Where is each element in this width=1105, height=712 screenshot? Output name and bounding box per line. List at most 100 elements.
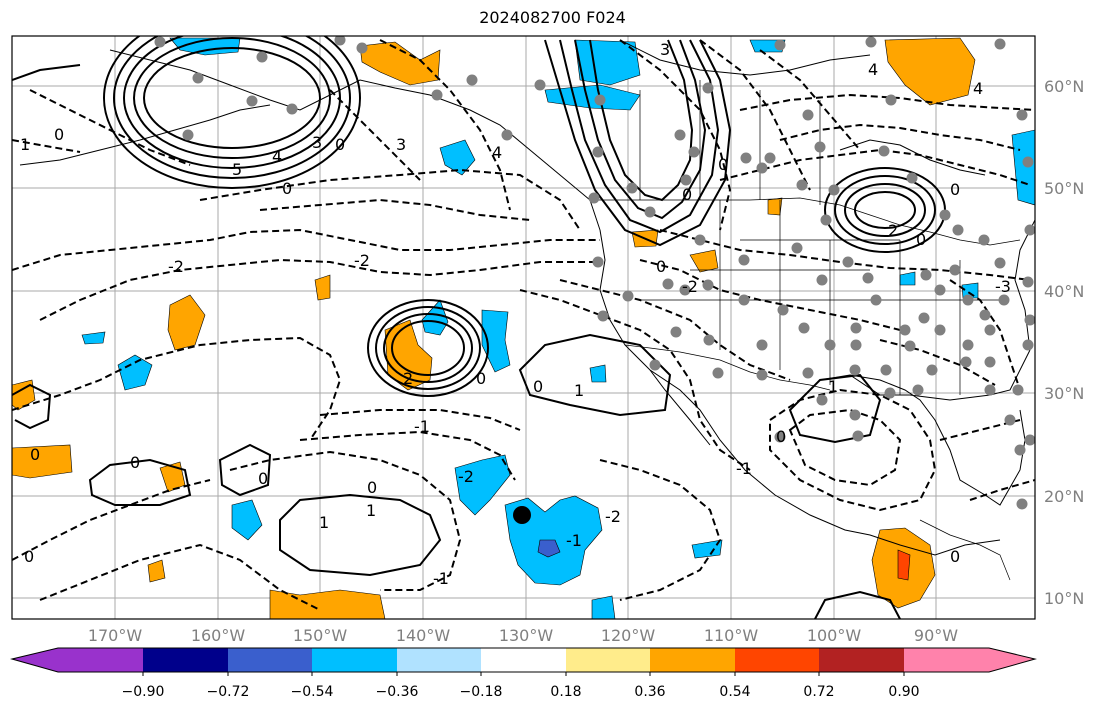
colorbar-segment bbox=[481, 648, 567, 672]
shade-negative-strong bbox=[537, 539, 561, 558]
shade-negative bbox=[81, 331, 106, 345]
shade-positive bbox=[159, 461, 186, 493]
central-america bbox=[919, 519, 1011, 581]
colorbar bbox=[10, 647, 1037, 676]
shade-positive bbox=[147, 559, 166, 583]
shade-negative bbox=[591, 595, 616, 619]
contour-label: 0 bbox=[30, 445, 40, 464]
contour-label: -1 bbox=[736, 459, 752, 478]
contour-label: 0 bbox=[682, 185, 692, 204]
colorbar-extend-high bbox=[989, 648, 1035, 672]
contour-labels: 5 4 3 0 -2 -2 2 0 0 1 -1 1 1 -1 0 0 0 0 … bbox=[20, 40, 1011, 588]
contour-label: -2 bbox=[354, 251, 370, 270]
dashed-contours bbox=[12, 39, 1035, 611]
contour-label: 0 bbox=[776, 427, 786, 446]
colorbar-segment bbox=[397, 648, 482, 672]
contour-label: 0 bbox=[258, 469, 268, 488]
contour-positive-1 bbox=[518, 333, 672, 417]
colorbar-segment bbox=[904, 648, 990, 672]
latitude-label: 20°N bbox=[1044, 487, 1085, 506]
colorbar-segment bbox=[819, 648, 905, 672]
colorbar-tick-label: 0.72 bbox=[803, 684, 835, 700]
colorbar-tick-label: −0.18 bbox=[459, 684, 503, 700]
contour-label: 2 bbox=[403, 369, 413, 388]
contour-label: 0 bbox=[950, 547, 960, 566]
contour-label: 2 bbox=[888, 221, 898, 240]
latitude-label: 50°N bbox=[1044, 179, 1085, 198]
contour-label: -2 bbox=[458, 467, 474, 486]
shade-negative bbox=[691, 539, 723, 559]
colorbar-tick-label: 0.54 bbox=[719, 684, 751, 700]
longitude-label: 130°W bbox=[498, 626, 554, 645]
contour-label: 3 bbox=[396, 135, 406, 154]
contour-label: 1 bbox=[574, 381, 584, 400]
longitude-label: 110°W bbox=[703, 626, 759, 645]
shade-negative bbox=[481, 309, 511, 373]
alaska-coast bbox=[109, 49, 601, 231]
shade-negative bbox=[117, 354, 153, 391]
shade-positive-strong bbox=[897, 549, 911, 581]
canada-north-coast bbox=[619, 39, 871, 76]
shade-negative bbox=[589, 364, 607, 383]
contour-label: 0 bbox=[476, 369, 486, 388]
low-closed-east bbox=[824, 167, 946, 253]
contour-label: 0 bbox=[335, 135, 345, 154]
colorbar-segment bbox=[228, 648, 313, 672]
longitude-label: 150°W bbox=[292, 626, 348, 645]
contour-label: -1 bbox=[566, 531, 582, 550]
colorbar-segment bbox=[566, 648, 651, 672]
shade-negative bbox=[899, 271, 916, 286]
contour-label: 4 bbox=[973, 79, 983, 98]
baja-california bbox=[649, 369, 711, 446]
contour-label: 3 bbox=[312, 133, 322, 152]
solid-contours bbox=[12, 36, 946, 619]
contour-label: 5 bbox=[232, 160, 242, 179]
contour-label: 1 bbox=[319, 513, 329, 532]
shade-negative bbox=[454, 454, 511, 516]
shade-positive bbox=[359, 41, 441, 86]
longitude-label: 90°W bbox=[913, 626, 959, 645]
contour-label: 0 bbox=[718, 155, 728, 174]
us-canada-border bbox=[598, 197, 1021, 246]
colorbar-tick-label: −0.54 bbox=[290, 684, 334, 700]
colorbar-tick-label: −0.90 bbox=[121, 684, 165, 700]
latitude-label: 30°N bbox=[1044, 384, 1085, 403]
colorbar-segment bbox=[58, 648, 144, 672]
colorbar-segment bbox=[650, 648, 736, 672]
contour-label: 1 bbox=[828, 377, 838, 396]
contour-label: 0 bbox=[916, 230, 926, 249]
latitude-label: 40°N bbox=[1044, 282, 1085, 301]
contour-label: 0 bbox=[950, 180, 960, 199]
shaded-anomaly-regions bbox=[12, 37, 1035, 619]
colorbar-tick-label: 0.18 bbox=[550, 684, 582, 700]
contour-label: 0 bbox=[656, 257, 666, 276]
contour-label: -2 bbox=[168, 257, 184, 276]
gulf-of-mexico bbox=[819, 374, 1026, 506]
map-title: 2024082700 F024 bbox=[479, 8, 626, 27]
longitude-label: 120°W bbox=[600, 626, 656, 645]
state-lines bbox=[640, 200, 1000, 395]
gulf-coast bbox=[849, 349, 1031, 401]
colorbar-tick-label: −0.72 bbox=[206, 684, 250, 700]
contour-label: -1 bbox=[414, 417, 430, 436]
high-pressure-nw bbox=[103, 36, 361, 189]
contour-label: -1 bbox=[433, 569, 449, 588]
shade-negative bbox=[439, 139, 476, 176]
us-mexico-border bbox=[624, 344, 831, 391]
colorbar-tick-label: −0.36 bbox=[375, 684, 419, 700]
contour-label: 4 bbox=[868, 60, 878, 79]
shade-negative bbox=[544, 84, 641, 111]
longitude-label: 170°W bbox=[87, 626, 143, 645]
contour-label: 0 bbox=[282, 179, 292, 198]
contour-label: 0 bbox=[367, 478, 377, 497]
contour-label: 0 bbox=[130, 453, 140, 472]
contour-label: 1 bbox=[366, 501, 376, 520]
contour-label: 0 bbox=[24, 547, 34, 566]
colorbar-outline bbox=[10, 647, 1037, 673]
longitude-label: 140°W bbox=[395, 626, 451, 645]
contour-label: 3 bbox=[660, 40, 670, 59]
storm-center-marker bbox=[513, 506, 531, 524]
map-frame bbox=[11, 35, 1036, 620]
station-markers bbox=[154, 36, 1035, 510]
